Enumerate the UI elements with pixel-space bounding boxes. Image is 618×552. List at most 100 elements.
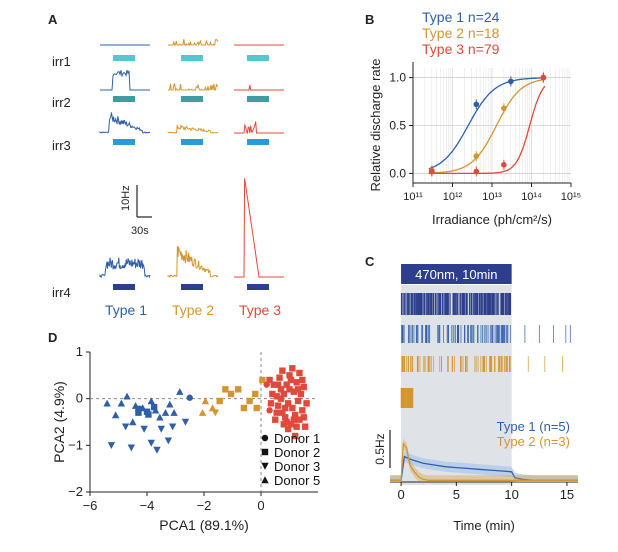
legend-label-1: Donor 1 xyxy=(274,431,320,446)
legend-entry-1: Type 1 n=24 xyxy=(422,9,500,25)
pca-point-type3 xyxy=(273,393,280,400)
x-axis-title: PCA1 (89.1%) xyxy=(159,517,248,533)
pca-point-type3 xyxy=(292,411,299,419)
data-point-3 xyxy=(473,168,480,175)
row-label-irr3: irr3 xyxy=(52,138,71,153)
pca-point-type2 xyxy=(198,408,207,416)
pca-point-type3 xyxy=(289,404,296,412)
pca-point-type3 xyxy=(267,400,275,407)
stimulus-bar xyxy=(247,96,269,102)
pca-point-type3 xyxy=(263,381,270,388)
pca-point-type1 xyxy=(164,437,173,445)
type-label-1: Type 1 xyxy=(105,302,147,318)
panel-letter-d: D xyxy=(48,330,57,345)
pca-point-type3 xyxy=(284,425,292,433)
pca-point-type3 xyxy=(284,400,292,407)
pca-point-type3 xyxy=(301,423,309,430)
data-point-2 xyxy=(473,153,480,159)
pca-point-type1 xyxy=(186,394,193,401)
pca-point-type3 xyxy=(299,407,306,414)
stimulus-label: 470nm, 10min xyxy=(415,267,497,282)
tick-label-x: −4 xyxy=(140,498,155,513)
data-point-3 xyxy=(540,74,547,81)
stimulus-bar xyxy=(113,284,135,290)
pca-point-type1 xyxy=(153,446,161,454)
legend-marker-3 xyxy=(261,462,269,470)
row-label-irr1: irr1 xyxy=(52,54,71,69)
pca-point-type1 xyxy=(107,442,116,450)
stimulus-bar xyxy=(247,284,269,290)
stimulus-shading xyxy=(401,285,512,485)
y-axis-title: Relative discharge rate xyxy=(368,59,383,192)
pca-point-type3 xyxy=(299,376,306,384)
panel-letter-a: A xyxy=(48,12,58,27)
stimulus-bar xyxy=(247,55,269,61)
data-point-3 xyxy=(429,168,435,175)
pca-point-type3 xyxy=(282,414,289,421)
legend-label-3: Donor 3 xyxy=(274,459,320,474)
pca-point-type3 xyxy=(286,372,293,379)
panel-letter-b: B xyxy=(365,12,374,27)
pca-point-type1 xyxy=(161,408,170,416)
pca-point-type3 xyxy=(292,432,299,440)
legend-marker-2 xyxy=(261,448,269,456)
legend-entry-1: Type 1 (n=5) xyxy=(497,419,570,434)
pca-point-type2 xyxy=(253,404,260,412)
spike-trace xyxy=(99,257,151,279)
tick-label-x: 10¹¹ xyxy=(403,191,423,203)
data-point-3 xyxy=(501,161,507,168)
pca-point-type1 xyxy=(145,411,152,418)
stimulus-bar xyxy=(181,139,203,145)
pca-point-type1 xyxy=(170,408,178,416)
legend-entry-2: Type 2 n=18 xyxy=(422,25,500,41)
panel-a-traces: irr1 irr2 irr3 irr4 10Hz 30s Type 1 Type 2 Type … xyxy=(52,38,284,318)
tick-label-x: 10¹⁵ xyxy=(561,191,581,203)
pca-point-type1 xyxy=(176,387,184,395)
pca-point-type3 xyxy=(297,390,305,398)
pca-point-type1 xyxy=(140,425,148,433)
tick-label-x: −2 xyxy=(197,498,212,513)
pca-point-type3 xyxy=(290,416,297,423)
stimulus-bar xyxy=(113,96,135,102)
spike-trace xyxy=(100,69,150,91)
tick-label-y: 0.5 xyxy=(389,119,406,133)
pca-point-type1 xyxy=(121,423,130,431)
pca-point-type1 xyxy=(168,423,177,431)
pca-point-type1 xyxy=(135,409,142,416)
pca-point-type3 xyxy=(294,386,302,393)
pca-point-type2 xyxy=(227,390,235,398)
pca-point-type3 xyxy=(280,390,287,398)
tick-label-x: 0 xyxy=(257,498,264,513)
tick-label-x: 10 xyxy=(504,487,518,502)
legend-entry-3: Type 3 n=79 xyxy=(422,41,500,57)
tick-label-y: 1 xyxy=(76,344,83,359)
scale-label-hz: 10Hz xyxy=(120,185,132,211)
panel-d-pca-chart: −6 −4 −2 0 −2 −1 0 1 PCA1 (89.1%) PCA2 (4.9%) Dono… xyxy=(51,344,320,533)
pca-point-type1 xyxy=(147,397,155,405)
pca-point-type3 xyxy=(274,402,282,409)
pca-point-type1 xyxy=(103,399,111,407)
data-point-2 xyxy=(501,105,507,112)
tick-label-x: 10¹² xyxy=(443,191,463,203)
pca-point-type2 xyxy=(235,386,242,393)
pca-point-type1 xyxy=(181,418,190,426)
pca-point-type1 xyxy=(127,444,136,452)
pca-point-type1 xyxy=(117,399,126,407)
stimulus-bar xyxy=(181,284,203,290)
panel-b-irradiance-chart: 0.0 0.5 1.0 10¹¹ 10¹² 10¹³ 10¹⁴ 10¹⁵ Irradiance … xyxy=(368,9,581,227)
pca-point-type3 xyxy=(266,376,273,384)
rate-line-2 xyxy=(390,442,578,481)
stimulus-bar xyxy=(113,55,135,61)
tick-label-y: −2 xyxy=(68,484,83,499)
pca-point-type3 xyxy=(273,409,280,416)
panel-letter-c: C xyxy=(365,254,375,269)
tick-label-x: 15 xyxy=(560,487,574,502)
pca-point-type1 xyxy=(156,413,164,421)
type-label-2: Type 2 xyxy=(172,302,214,318)
panel-c-raster-chart: 470nm, 10min 0 5 10 15 Time (min) 0.5Hz Type 1 … xyxy=(373,264,578,533)
pca-point-type3 xyxy=(279,409,286,416)
pca-point-type3 xyxy=(277,386,285,393)
spike-trace xyxy=(234,121,284,135)
error-band-type2 xyxy=(390,438,578,482)
pca-point-type1 xyxy=(123,392,131,400)
